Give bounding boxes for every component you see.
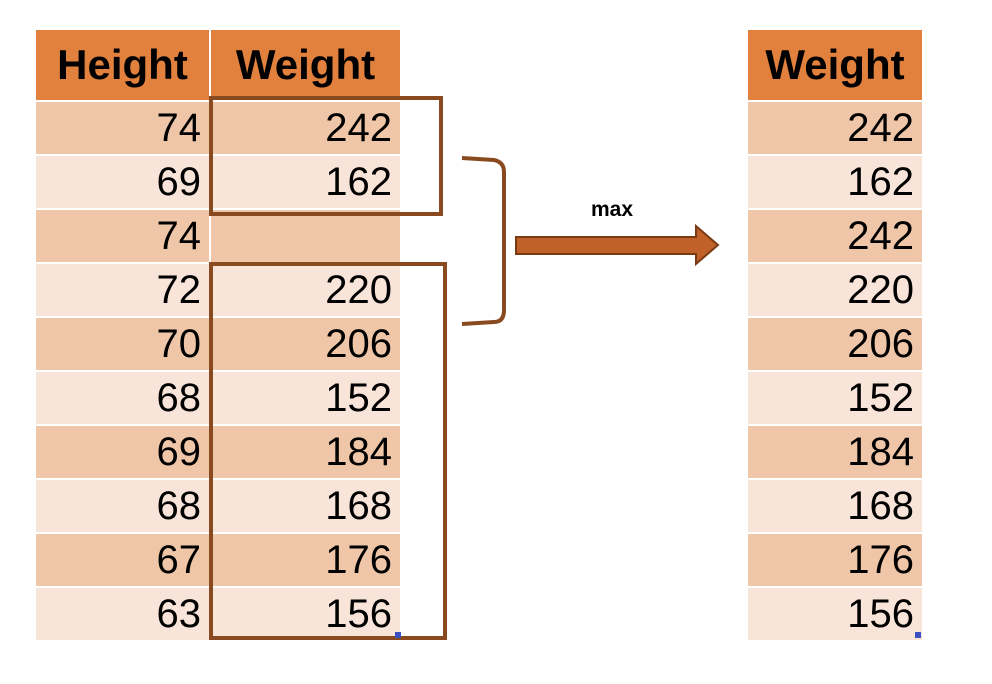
weight-cell: 162 xyxy=(211,154,400,208)
table-row: 156 xyxy=(748,586,922,640)
height-cell: 72 xyxy=(36,262,211,316)
weight-cell: 242 xyxy=(748,100,922,154)
result-table: Weight 242 162 242 220 206 152 184 168 1… xyxy=(748,30,922,640)
following-values-box xyxy=(209,262,447,640)
source-table: Height Weight 74 242 69 162 74 72 220 70… xyxy=(36,30,400,640)
weight-cell: 242 xyxy=(211,100,400,154)
weight-cell: 220 xyxy=(748,262,922,316)
table-row: 220 xyxy=(748,262,922,316)
table-row: 168 xyxy=(748,478,922,532)
table-row: 67 176 xyxy=(36,532,400,586)
height-cell: 63 xyxy=(36,586,211,640)
table-row: 69 162 xyxy=(36,154,400,208)
weight-cell: 184 xyxy=(748,424,922,478)
table-row: 162 xyxy=(748,154,922,208)
header-row: Height Weight xyxy=(36,30,400,100)
weight-column-header: Weight xyxy=(748,30,922,100)
height-cell: 67 xyxy=(36,532,211,586)
height-cell: 74 xyxy=(36,100,211,154)
table-row: 72 220 xyxy=(36,262,400,316)
table-row: 69 184 xyxy=(36,424,400,478)
header-row: Weight xyxy=(748,30,922,100)
table-row: 74 242 xyxy=(36,100,400,154)
weight-column-header: Weight xyxy=(211,30,400,100)
selection-handle[interactable] xyxy=(915,632,921,638)
table-row: 152 xyxy=(748,370,922,424)
height-cell: 68 xyxy=(36,370,211,424)
height-cell: 74 xyxy=(36,208,211,262)
weight-cell: 168 xyxy=(211,478,400,532)
selection-handle[interactable] xyxy=(395,632,401,638)
table-row: 242 xyxy=(748,208,922,262)
table-row: 184 xyxy=(748,424,922,478)
weight-cell: 152 xyxy=(211,370,400,424)
weight-cell: 168 xyxy=(748,478,922,532)
table-row: 242 xyxy=(748,100,922,154)
table-row: 68 168 xyxy=(36,478,400,532)
table-row: 68 152 xyxy=(36,370,400,424)
height-cell: 69 xyxy=(36,424,211,478)
weight-cell: 206 xyxy=(211,316,400,370)
weight-cell-missing xyxy=(211,208,400,262)
weight-cell: 162 xyxy=(748,154,922,208)
table-row: 74 xyxy=(36,208,400,262)
imputed-weight-cell: 242 xyxy=(748,208,922,262)
weight-cell: 176 xyxy=(748,532,922,586)
weight-cell: 220 xyxy=(211,262,400,316)
table-row: 63 156 xyxy=(36,586,400,640)
weight-cell: 206 xyxy=(748,316,922,370)
height-cell: 68 xyxy=(36,478,211,532)
grouping-bracket xyxy=(461,156,506,326)
height-column-header: Height xyxy=(36,30,211,100)
table-row: 70 206 xyxy=(36,316,400,370)
table-row: 176 xyxy=(748,532,922,586)
preceding-values-box xyxy=(209,96,443,216)
operation-label: max xyxy=(591,198,634,221)
max-arrow xyxy=(515,223,720,267)
weight-cell: 152 xyxy=(748,370,922,424)
weight-cell: 156 xyxy=(211,586,400,640)
weight-cell: 184 xyxy=(211,424,400,478)
weight-cell: 176 xyxy=(211,532,400,586)
weight-cell: 156 xyxy=(748,586,922,640)
table-row: 206 xyxy=(748,316,922,370)
